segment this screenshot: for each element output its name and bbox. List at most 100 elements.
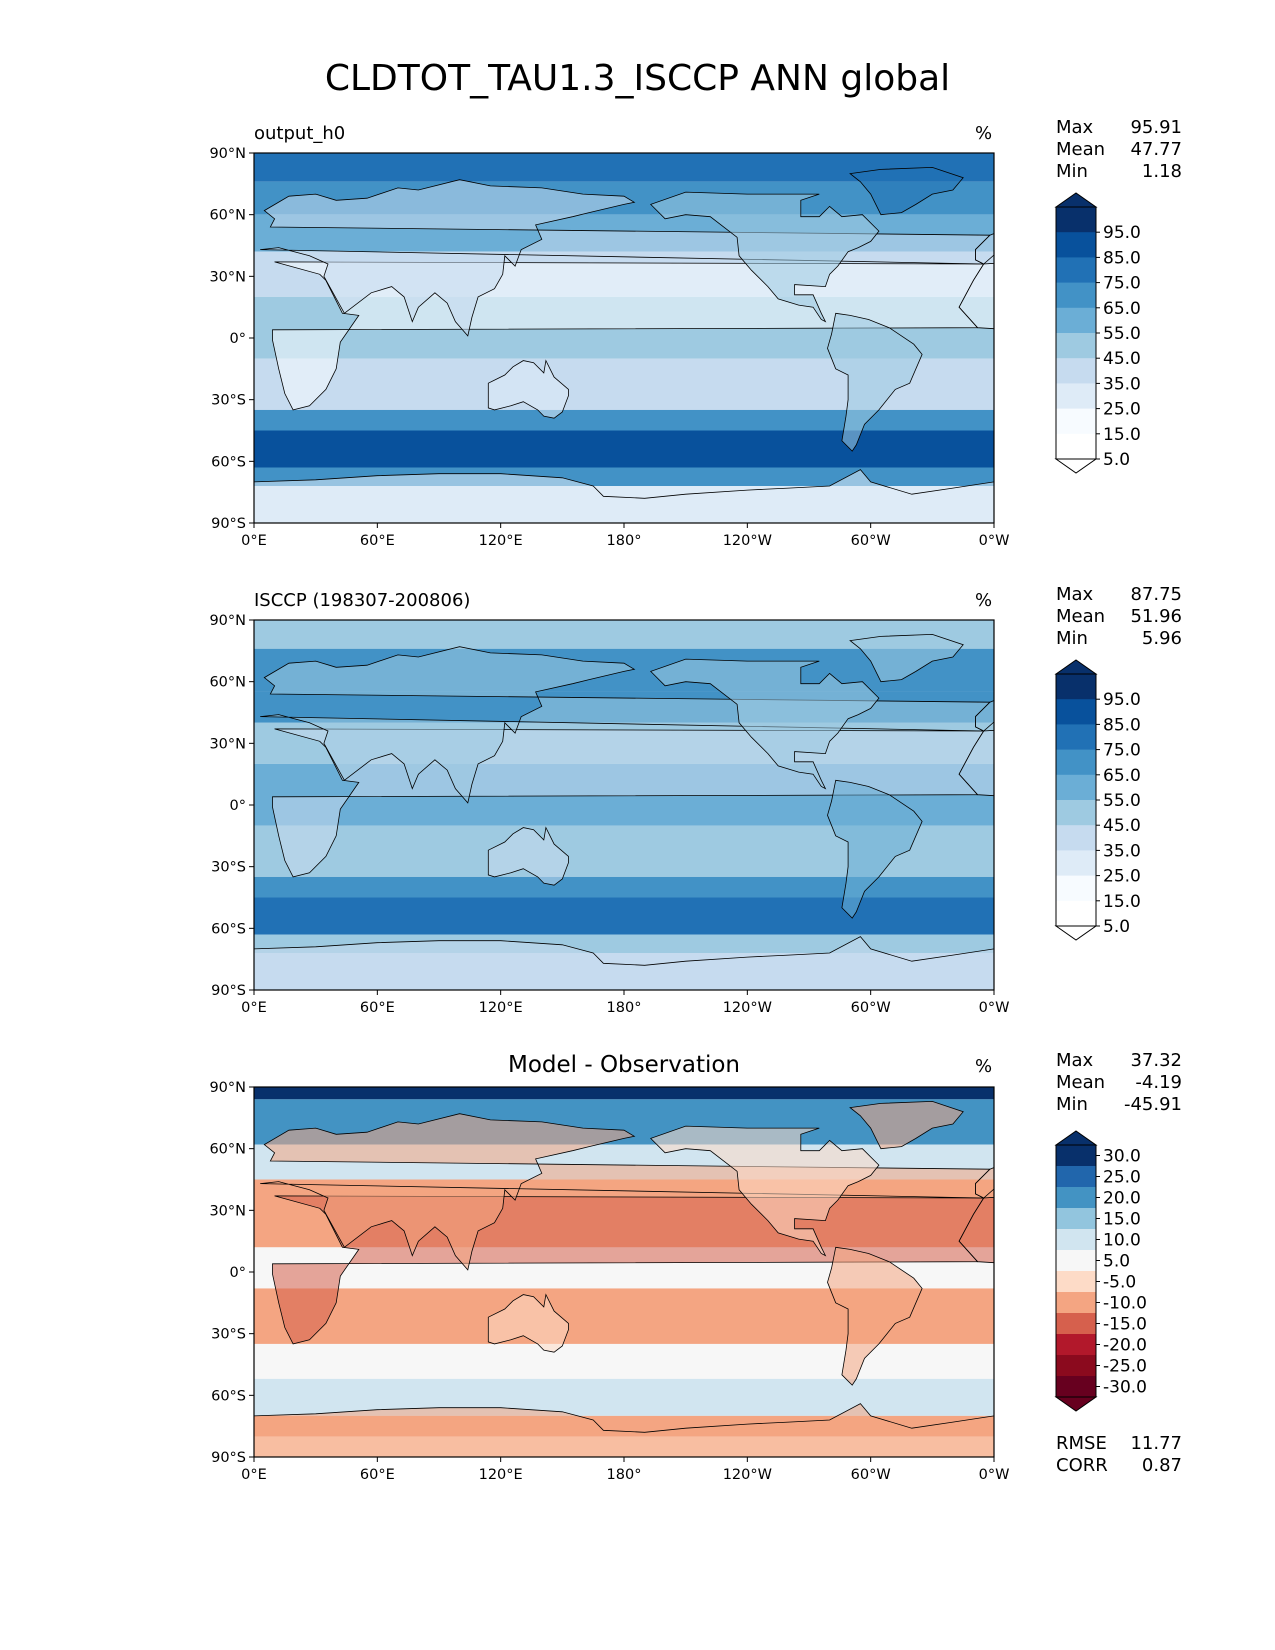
rmse-label: RMSE (1056, 1433, 1107, 1454)
colorbar-label: -20.0 (1103, 1336, 1147, 1356)
lat-tick-label: 30°S (211, 1327, 246, 1343)
lon-tick-label: 60°W (851, 533, 891, 549)
colorbar-label: -5.0 (1103, 1273, 1136, 1293)
panel-1-colorbar: 95.0 85.0 75.0 65.0 55.0 45.0 35.0 25.0 15.0 5.0 (1054, 192, 1141, 474)
colorbar-label: 45.0 (1103, 349, 1141, 369)
lat-tick-label: 90°N (209, 1080, 246, 1096)
colorbar-label: 95.0 (1103, 223, 1141, 243)
colorbar-label: 15.0 (1103, 892, 1141, 912)
colorbar-label: 45.0 (1103, 816, 1141, 836)
lat-tick-label: 60°S (211, 454, 246, 470)
lon-tick-label: 60°W (851, 1467, 891, 1483)
lon-tick-label: 0°W (979, 1467, 1010, 1483)
colorbar-segment (1056, 383, 1096, 410)
lon-tick-label: 0°E (241, 1467, 267, 1483)
lat-tick-label: 60°S (211, 1388, 246, 1404)
panel-3-map: 0°E 60°E 120°E 180° 120°W 60°W 0°W 90°N 60°N 30°N… (209, 1080, 1010, 1483)
coastline-antarctica (254, 936, 994, 990)
colorbar-label: 10.0 (1103, 1231, 1141, 1251)
colorbar-segment (1056, 900, 1096, 927)
coastline-europeAsia-wrap (975, 233, 994, 265)
colorbar-label: 75.0 (1103, 274, 1141, 294)
colorbar-label: -10.0 (1103, 1294, 1147, 1314)
coastline-southAmerica (827, 312, 923, 452)
lon-tick-label: 120°E (479, 1467, 523, 1483)
colorbar-label: 25.0 (1103, 1168, 1141, 1188)
lon-tick-label: 180° (607, 1000, 642, 1016)
field-band (254, 409, 994, 431)
field-band (254, 876, 994, 898)
colorbar-segment (1056, 1229, 1096, 1251)
lat-tick-label: 90°N (209, 146, 246, 162)
colorbar-segment (1056, 282, 1096, 309)
colorbar-segment (1056, 1187, 1096, 1209)
stat-min-label: Min (1056, 161, 1088, 182)
colorbar-label: 55.0 (1103, 324, 1141, 344)
coastline-africa-wrap (958, 1196, 994, 1264)
lon-tick-label: 0°E (241, 533, 267, 549)
lat-tick-label: 60°N (209, 1142, 246, 1158)
lon-tick-label: 120°E (479, 1000, 523, 1016)
coastline-antarctica (254, 469, 994, 523)
coastline-europeAsia (260, 179, 991, 337)
lon-tick-label: 60°E (360, 1467, 395, 1483)
lon-tick-label: 180° (607, 1467, 642, 1483)
field-band (254, 897, 994, 935)
colorbar-label: 30.0 (1103, 1147, 1141, 1167)
colorbar-segment (1056, 257, 1096, 284)
coastlines (254, 1100, 994, 1457)
coastline-australia (487, 826, 569, 886)
colorbar-segment (1056, 850, 1096, 877)
colorbar-segment (1056, 1271, 1096, 1293)
colorbar-label: 5.0 (1103, 917, 1130, 937)
rmse-value: 11.77 (1130, 1433, 1182, 1454)
stat-max-value: 37.32 (1130, 1050, 1182, 1071)
panel-1-title: output_h0 (254, 123, 346, 144)
lon-tick-label: 60°E (360, 1000, 395, 1016)
lon-tick-label: 0°W (979, 1000, 1010, 1016)
colorbar-segment (1056, 408, 1096, 435)
field-band (254, 1087, 994, 1100)
coastline-europeAsia-wrap (975, 700, 994, 732)
coastline-europeAsia-wrap (975, 1167, 994, 1199)
lon-tick-label: 120°E (479, 533, 523, 549)
colorbar-segment (1056, 749, 1096, 776)
stat-max-value: 87.75 (1130, 584, 1182, 605)
colorbar-frame (1055, 1144, 1097, 1398)
panel-2-title: ISCCP (198307-200806) (254, 590, 471, 611)
panel-3-metrics: RMSE 11.77 CORR 0.87 (1056, 1433, 1182, 1477)
panel-1-map: 0°E 60°E 120°E 180° 120°W 60°W 0°W 90°N 60°N 30°N… (209, 146, 1010, 549)
colorbar-label: 25.0 (1103, 400, 1141, 420)
lat-tick-label: 60°N (209, 208, 246, 224)
coastline-australia (487, 359, 569, 419)
colorbar-segment (1056, 1208, 1096, 1230)
coastline-greenland (849, 1100, 964, 1150)
coastline-northAmerica (649, 658, 880, 790)
stat-mean-label: Mean (1056, 1072, 1106, 1093)
stat-mean-label: Mean (1056, 139, 1106, 160)
lon-tick-label: 60°E (360, 533, 395, 549)
lon-tick-label: 0°W (979, 533, 1010, 549)
lat-tick-label: 0° (230, 798, 246, 814)
colorbar-label: 85.0 (1103, 715, 1141, 735)
colorbar-label: 5.0 (1103, 1252, 1130, 1272)
colorbar-label: 85.0 (1103, 248, 1141, 268)
lat-tick-label: 30°N (209, 269, 246, 285)
colorbar-label: -15.0 (1103, 1315, 1147, 1335)
colorbar-segment (1056, 699, 1096, 725)
colorbar-label: 75.0 (1103, 741, 1141, 761)
stat-mean-label: Mean (1056, 606, 1106, 627)
coastline-northAmerica (649, 191, 880, 323)
stat-mean-value: 47.77 (1130, 139, 1182, 160)
colorbar-label: -30.0 (1103, 1378, 1147, 1398)
coastline-australia (487, 1293, 569, 1353)
colorbar-label: 95.0 (1103, 690, 1141, 710)
lat-tick-label: 90°S (211, 1450, 246, 1466)
colorbar-label: -25.0 (1103, 1357, 1147, 1377)
coastlines (254, 633, 994, 990)
colorbar-label: 65.0 (1103, 766, 1141, 786)
colorbar-segment (1056, 1355, 1096, 1377)
stat-max-value: 95.91 (1130, 117, 1182, 138)
lat-tick-label: 90°N (209, 613, 246, 629)
colorbar-segment (1056, 1166, 1096, 1188)
